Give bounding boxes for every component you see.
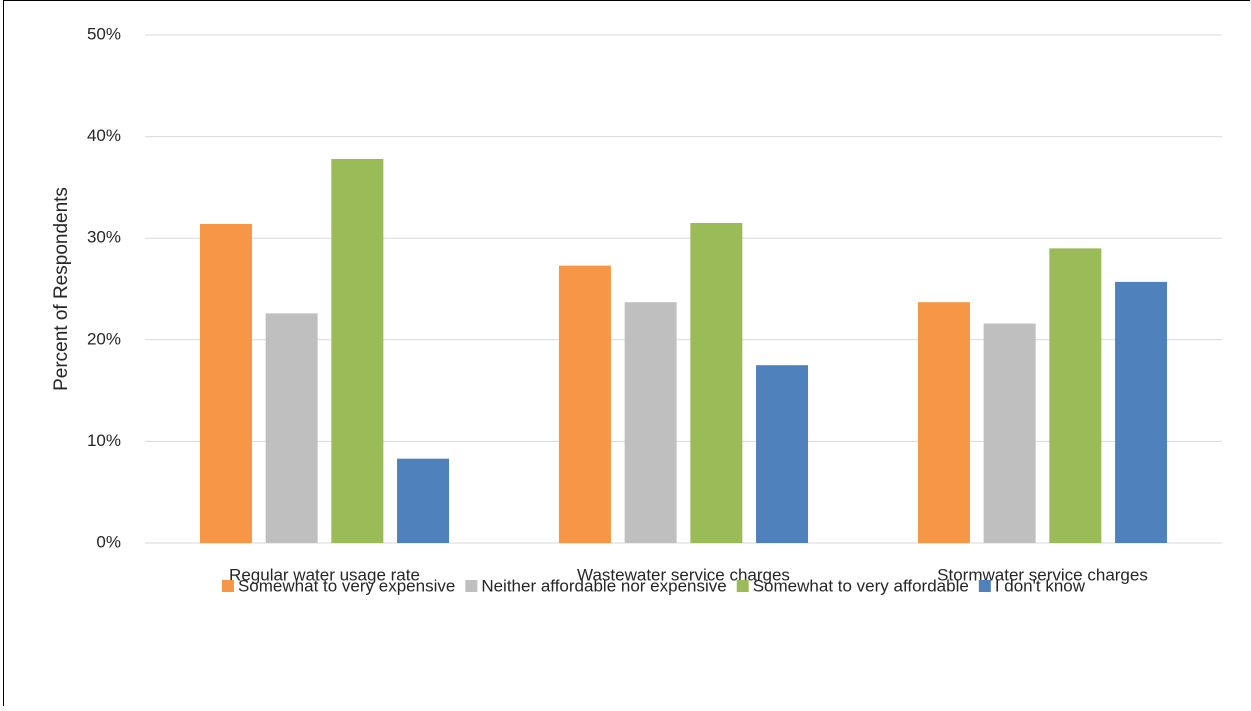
legend-label: Somewhat to very affordable xyxy=(753,576,969,595)
bar xyxy=(756,365,809,543)
frame xyxy=(3,0,1250,706)
y-tick-label: 20% xyxy=(87,329,121,348)
x-tick-label: Regular water usage rate xyxy=(229,565,420,584)
legend-swatch xyxy=(465,580,478,592)
legend-label: I don't know xyxy=(995,576,1086,595)
x-tick-label: Wastewater service charges xyxy=(577,565,790,584)
bar xyxy=(397,458,450,543)
bar xyxy=(1115,281,1168,543)
legend-swatch xyxy=(736,580,749,592)
bar xyxy=(917,302,970,543)
bar xyxy=(199,223,252,543)
y-tick-label: 50% xyxy=(87,24,121,43)
bar xyxy=(265,313,318,543)
bar xyxy=(1049,248,1102,544)
legend-swatch xyxy=(978,580,991,592)
y-tick-label: 30% xyxy=(87,228,121,247)
bar xyxy=(624,302,677,543)
legend-swatch xyxy=(221,580,234,592)
bar xyxy=(983,323,1036,543)
bar xyxy=(558,265,611,543)
legend-label: Neither affordable nor expensive xyxy=(481,576,726,595)
y-axis-label: Percent of Respondents xyxy=(51,187,72,391)
bar xyxy=(690,222,743,543)
y-tick-label: 40% xyxy=(87,126,121,145)
y-tick-label: 10% xyxy=(87,431,121,450)
legend-label: Somewhat to very expensive xyxy=(238,576,455,595)
y-tick-label: 0% xyxy=(96,532,121,551)
x-tick-label: Stormwater service charges xyxy=(937,565,1148,584)
bar xyxy=(331,158,384,543)
